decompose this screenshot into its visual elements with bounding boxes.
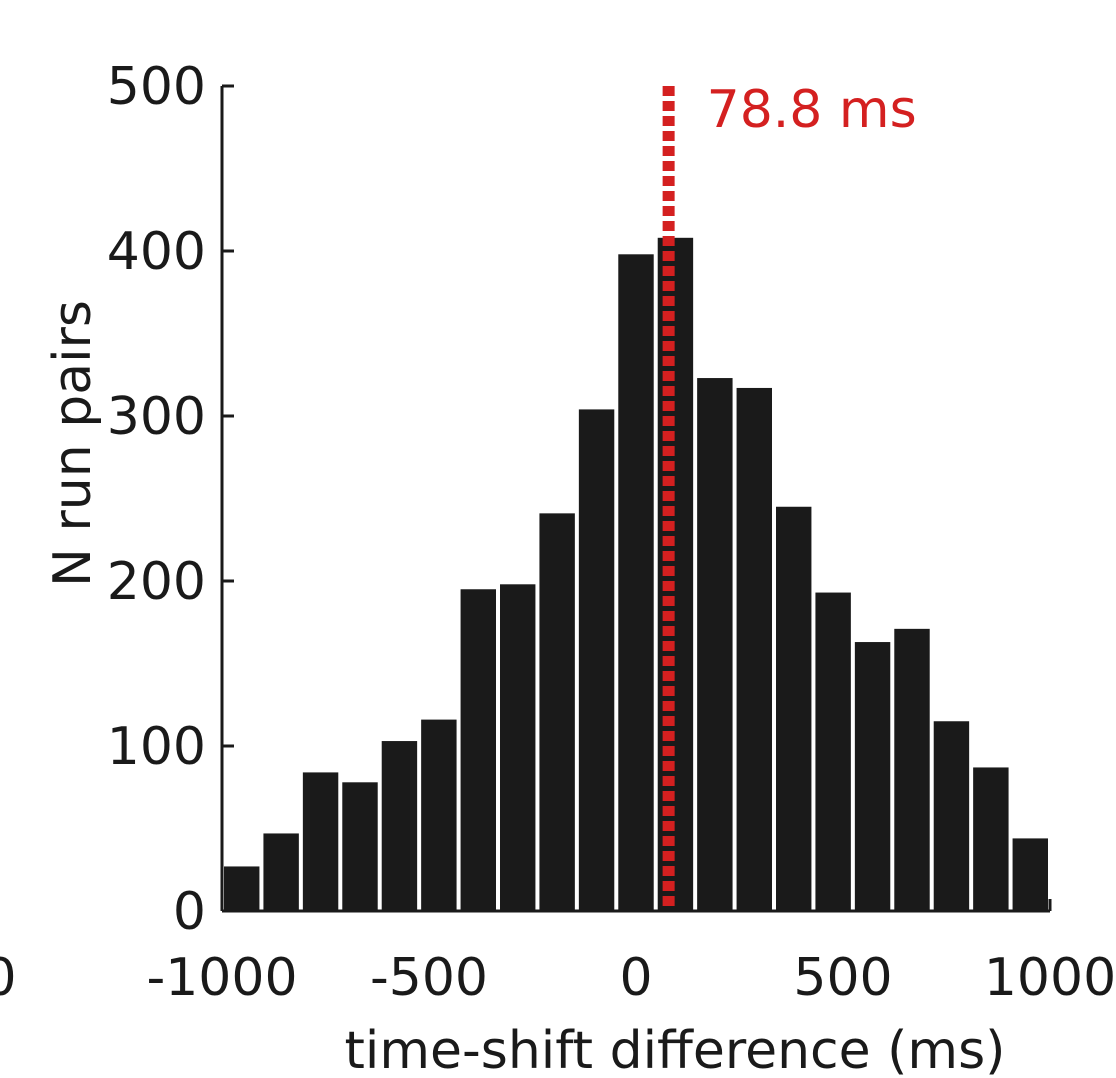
y-tick-label: 100 — [107, 717, 206, 777]
bars-group — [224, 237, 1048, 912]
histogram-bar — [894, 628, 930, 911]
histogram-bar — [421, 719, 457, 911]
y-axis-title: N run pairs — [43, 300, 103, 587]
y-ticks-group: 0 100 200 300 400 500 — [107, 57, 234, 942]
y-tick-label: 400 — [107, 222, 206, 282]
y-tick-label: 300 — [107, 387, 206, 447]
histogram-bar — [973, 767, 1009, 911]
histogram-bar — [933, 721, 970, 911]
x-tick-label: 1000 — [984, 948, 1116, 1008]
x-tick-label-clipped: 0 — [0, 948, 17, 1008]
histogram-bar — [736, 387, 772, 911]
histogram-bar — [776, 506, 812, 911]
histogram-bar — [224, 866, 260, 911]
histogram-bar — [578, 409, 615, 911]
x-axis-title: time-shift difference (ms) — [345, 1021, 1006, 1078]
histogram-bar — [697, 378, 733, 911]
histogram-bar — [460, 589, 496, 911]
x-tick-label: -500 — [370, 948, 488, 1008]
y-tick-label: 200 — [107, 552, 206, 612]
histogram-bar — [854, 642, 891, 911]
histogram-bar — [342, 782, 378, 911]
y-tick-label: 0 — [173, 882, 206, 942]
reference-line-label: 78.8 ms — [707, 80, 917, 140]
x-tick-label: -1000 — [146, 948, 297, 1008]
histogram-bar — [539, 513, 575, 911]
histogram-bar — [618, 254, 654, 912]
x-tick-label: 500 — [793, 948, 892, 1008]
histogram-bar — [302, 772, 339, 911]
y-tick-label: 500 — [107, 57, 206, 117]
histogram-bar — [815, 592, 851, 911]
x-ticks-group: -1000 -500 0 500 1000 — [146, 899, 1116, 1008]
histogram-bar — [263, 833, 299, 911]
x-tick-label: 0 — [619, 948, 652, 1008]
histogram-bar — [500, 584, 536, 911]
histogram-bar — [1012, 838, 1048, 911]
histogram-bar — [381, 741, 418, 911]
